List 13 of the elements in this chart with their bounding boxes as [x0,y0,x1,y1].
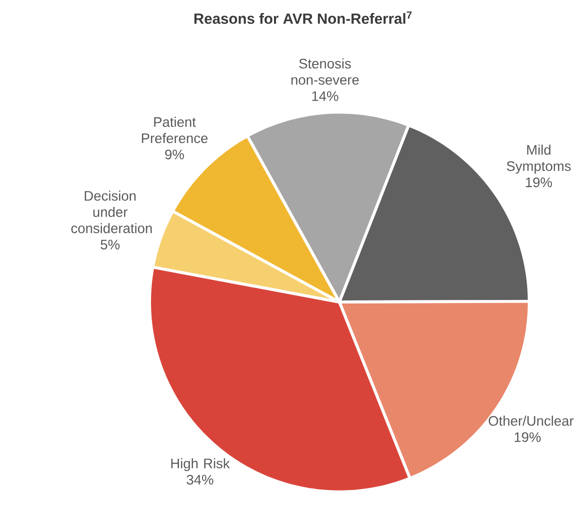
data-label: 5% [100,240,120,250]
chart-title: Reasons for AVR Non-Referral$^{7}$ [194,12,412,24]
slice-label: Mild Symptoms [506,144,571,174]
slice-label: High Risk [171,458,230,472]
slice-label: Patient Preference [142,117,208,144]
data-label: 19% [526,178,552,188]
data-label: 9% [165,150,184,160]
slice-label: Stenosis non-severe [291,58,359,85]
slice-label: Other/Unclear [488,416,574,426]
data-label: 14% [312,92,338,102]
slice-label: Decision under consideration [71,190,152,234]
data-label: 34% [186,475,214,485]
data-label: 19% [514,432,541,442]
